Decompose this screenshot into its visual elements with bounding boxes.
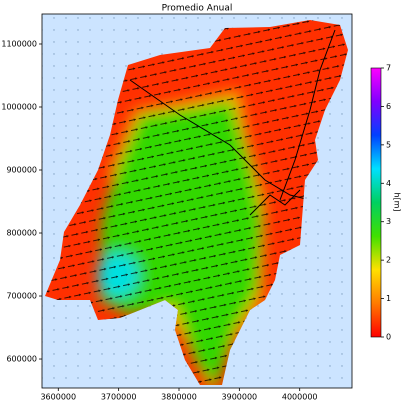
y-tick-label: 600000 xyxy=(6,355,37,364)
x-tick-label: 3600000 xyxy=(40,393,76,402)
colorbar-tick-label: 1 xyxy=(386,294,391,303)
x-tick-label: 3700000 xyxy=(101,393,137,402)
x-tick-label: 4000000 xyxy=(282,393,318,402)
colorbar-label: h[m] xyxy=(393,192,401,211)
colorbar-tick-label: 0 xyxy=(386,333,391,342)
colorbar-tick-label: 6 xyxy=(386,102,391,111)
y-tick-label: 1000000 xyxy=(1,102,37,111)
y-tick-label: 700000 xyxy=(6,292,37,301)
y-tick-label: 1100000 xyxy=(1,39,37,48)
x-tick-label: 3900000 xyxy=(222,393,258,402)
y-tick-label: 800000 xyxy=(6,229,37,238)
x-tick-label: 3800000 xyxy=(161,393,197,402)
colorbar-tick-label: 4 xyxy=(386,179,391,188)
colorbar-tick-label: 2 xyxy=(386,256,391,265)
y-tick-label: 900000 xyxy=(6,166,37,175)
chart-title: Promedio Anual xyxy=(162,4,233,14)
colorbar xyxy=(371,68,381,337)
colorbar-tick-label: 5 xyxy=(386,140,391,149)
colorbar-tick-label: 7 xyxy=(386,64,391,73)
colorbar-tick-label: 3 xyxy=(386,217,391,226)
